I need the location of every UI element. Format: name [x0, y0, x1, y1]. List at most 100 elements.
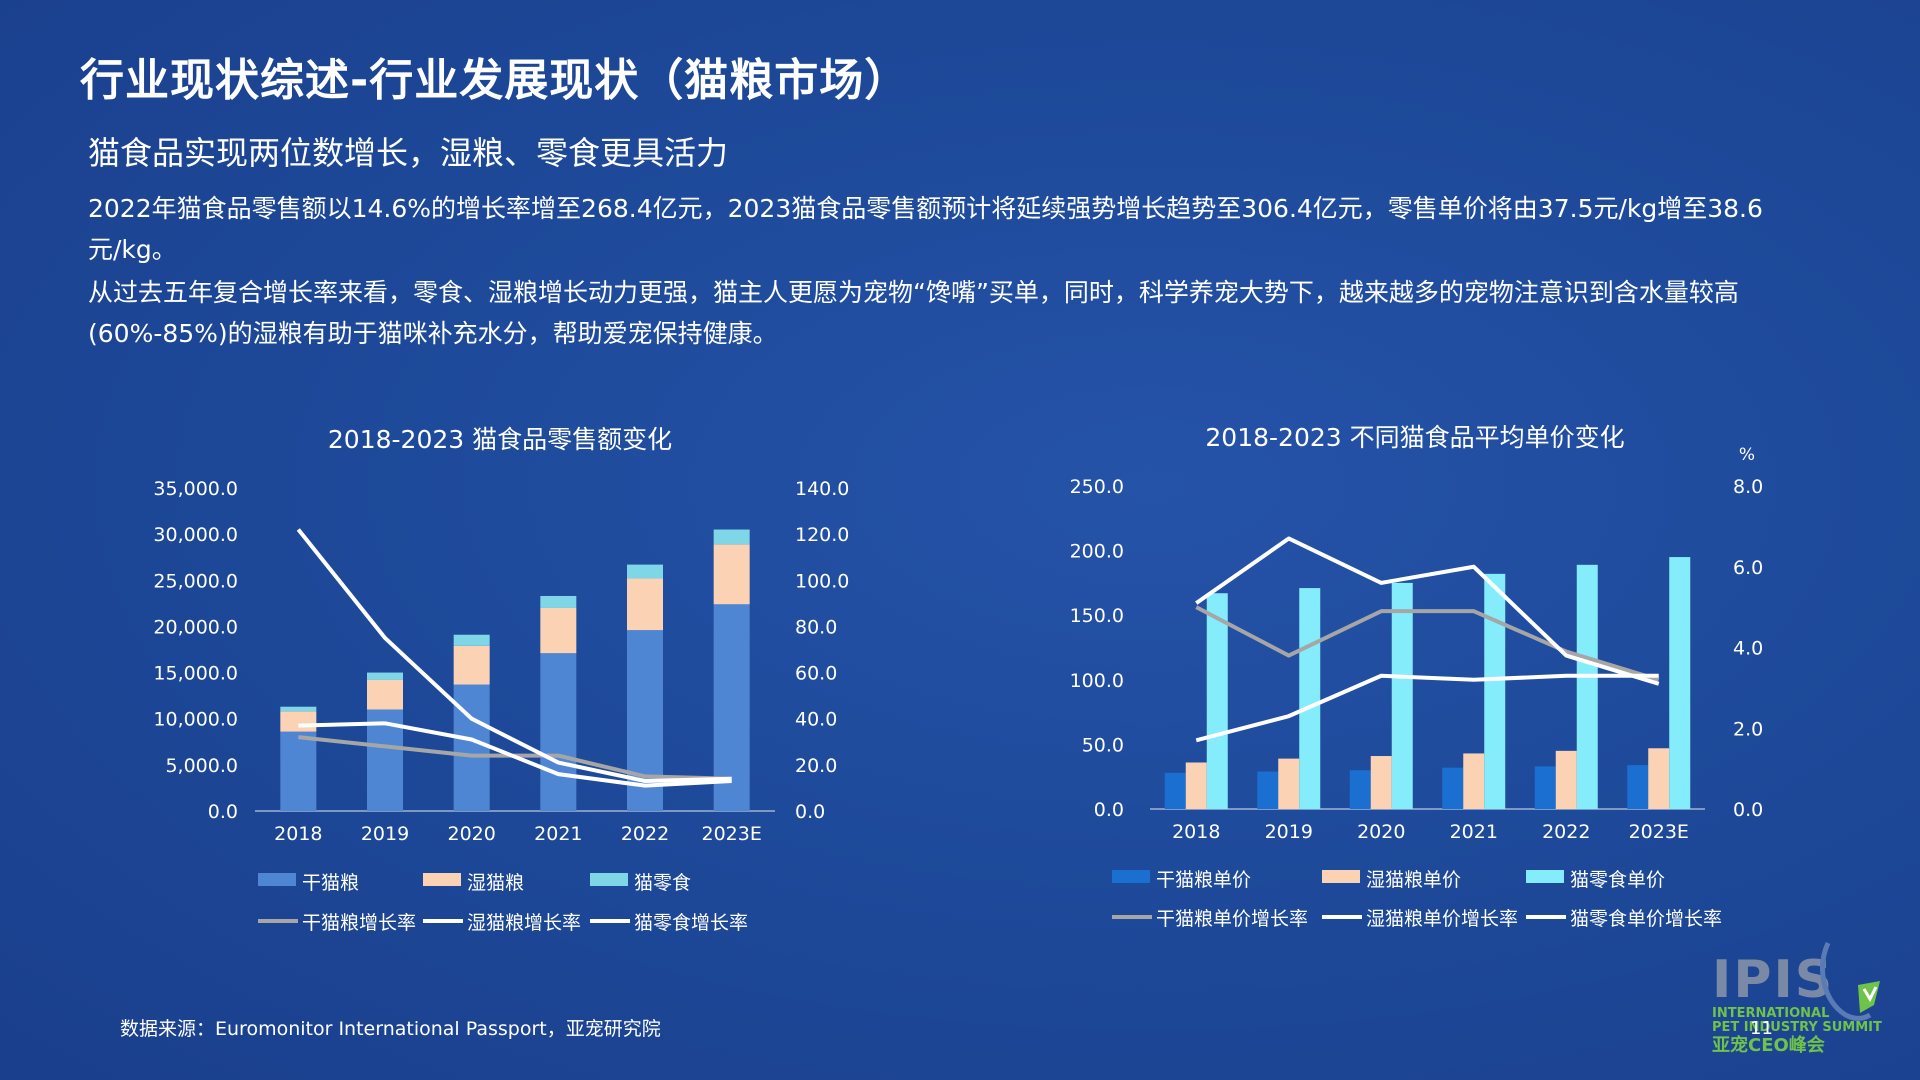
chart1-y-tick: 0.0: [208, 801, 238, 823]
legend-swatch: [590, 873, 628, 886]
chart2-bar: [1627, 765, 1649, 809]
chart1-x-tick: 2018: [274, 823, 322, 845]
chart1-bar: [627, 564, 663, 579]
legend-swatch: [1526, 870, 1564, 883]
chart1-bar: [367, 672, 403, 680]
legend-label: 湿猫粮增长率: [467, 912, 581, 934]
legend-label: 干猫粮单价: [1156, 869, 1251, 891]
chart2-y2-tick: 6.0: [1733, 557, 1763, 579]
chart2-bar: [1349, 770, 1371, 809]
chart1-y2-tick: 20.0: [795, 755, 837, 777]
chart2-bar: [1257, 771, 1279, 809]
chart1-y2-tick: 40.0: [795, 709, 837, 731]
chart1-y2-tick: 80.0: [795, 616, 837, 638]
chart1-bar: [453, 684, 490, 811]
chart1-bar: [453, 634, 490, 646]
chart1-x-tick: 2023E: [701, 823, 761, 845]
legend-swatch: [423, 873, 461, 886]
chart1-x-tick: 2019: [361, 823, 409, 845]
logo-line1: INTERNATIONAL: [1712, 1006, 1829, 1021]
legend-label: 湿猫粮单价增长率: [1366, 908, 1518, 930]
logo-line2: PET INDUSTRY SUMMIT: [1712, 1020, 1882, 1035]
legend-label: 湿猫粮: [467, 872, 524, 894]
page-title: 行业现状综述-行业发展现状（猫粮市场）: [80, 55, 910, 106]
chart1-y-tick: 35,000.0: [153, 478, 238, 500]
chart2-y-tick: 50.0: [1082, 734, 1124, 756]
chart1-bar: [713, 529, 750, 545]
chart2-bar: [1206, 593, 1228, 809]
chart2-bar: [1164, 772, 1186, 809]
chart1-x-tick: 2021: [534, 823, 582, 845]
chart1-title: 2018-2023 猫食品零售额变化: [327, 425, 673, 454]
chart1-line-3: [298, 721, 732, 788]
chart2-line-1: [1195, 605, 1660, 682]
chart1-y2-tick: 140.0: [795, 478, 849, 500]
chart1-y-tick: 20,000.0: [153, 616, 238, 638]
legend-swatch: [1322, 870, 1360, 883]
legend-label: 猫零食单价: [1570, 869, 1665, 891]
chart1-bar: [280, 706, 317, 712]
chart2-bar: [1555, 750, 1577, 809]
chart2-y2-tick: 0.0: [1733, 799, 1763, 821]
chart1-bar: [627, 578, 663, 631]
legend-label: 干猫粮: [302, 872, 359, 894]
chart2-bar: [1576, 564, 1598, 809]
chart2-y-tick: 200.0: [1070, 541, 1124, 563]
chart1-y2-tick: 120.0: [795, 524, 849, 546]
chart1-bar: [280, 711, 317, 732]
chart2-title: 2018-2023 不同猫食品平均单价变化: [1205, 423, 1625, 452]
chart2-bar: [1391, 582, 1413, 809]
chart1-y2-tick: 0.0: [795, 801, 825, 823]
chart1-bar: [540, 607, 577, 654]
chart1-y-tick: 25,000.0: [153, 570, 238, 592]
page-subtitle: 猫食品实现两位数增长，湿粮、零食更具活力: [88, 134, 729, 172]
chart2-x-tick: 2020: [1357, 821, 1405, 843]
chart2-y2-tick: 4.0: [1733, 638, 1763, 660]
paragraph-1: 2022年猫食品零售额以14.6%的增长率增至268.4亿元，2023猫食品零售…: [88, 194, 1763, 264]
chart1-y-tick: 15,000.0: [153, 663, 238, 685]
legend-label: 干猫粮增长率: [302, 912, 416, 934]
chart2-line-2: [1195, 536, 1660, 686]
chart2-x-tick: 2021: [1450, 821, 1498, 843]
chart2-line-3: [1195, 673, 1659, 743]
chart2-bar: [1278, 758, 1300, 809]
legend-label: 干猫粮单价增长率: [1156, 908, 1308, 930]
chart2-y-tick: 250.0: [1070, 476, 1124, 498]
ipis-logo: IPIS INTERNATIONAL PET INDUSTRY SUMMIT 亚…: [1712, 941, 1882, 1056]
chart2-bar: [1669, 557, 1691, 809]
chart1-bar: [713, 544, 750, 605]
legend-label: 猫零食单价增长率: [1570, 908, 1722, 930]
chart2-bar: [1484, 573, 1506, 809]
chart1-y-tick: 30,000.0: [153, 524, 238, 546]
legend-swatch: [258, 873, 296, 886]
chart2-y2-tick: 2.0: [1733, 718, 1763, 740]
legend-label: 猫零食增长率: [634, 912, 748, 934]
logo-main-text: IPIS: [1712, 950, 1834, 1010]
chart1-x-tick: 2022: [621, 823, 669, 845]
chart1-x-tick: 2020: [447, 823, 495, 845]
legend-label: 猫零食: [634, 872, 691, 894]
chart2-y2-unit: %: [1739, 445, 1755, 465]
chart1-line-2: [296, 528, 732, 784]
legend-label: 湿猫粮单价: [1366, 869, 1461, 891]
chart2-x-tick: 2019: [1265, 821, 1313, 843]
chart2-bar: [1299, 588, 1321, 809]
chart1-y-tick: 10,000.0: [153, 709, 238, 731]
chart2-x-tick: 2022: [1542, 821, 1590, 843]
chart2-x-tick: 2023E: [1629, 821, 1689, 843]
chart2-y-tick: 150.0: [1070, 605, 1124, 627]
chart1-y2-tick: 100.0: [795, 570, 849, 592]
chart2-bar: [1648, 748, 1670, 809]
logo-cn-text: 亚宠CEO峰会: [1712, 1034, 1825, 1056]
chart1-y2-tick: 60.0: [795, 663, 837, 685]
chart1-bar: [280, 731, 317, 811]
chart2-bar: [1463, 753, 1485, 809]
page-number: 11: [1750, 1018, 1773, 1039]
chart1-bar: [540, 653, 577, 811]
chart1-y-tick: 5,000.0: [165, 755, 238, 777]
chart2-x-tick: 2018: [1172, 821, 1220, 843]
chart1-bar: [367, 679, 403, 710]
chart2-bar: [1442, 767, 1464, 809]
legend-swatch: [1112, 870, 1150, 883]
